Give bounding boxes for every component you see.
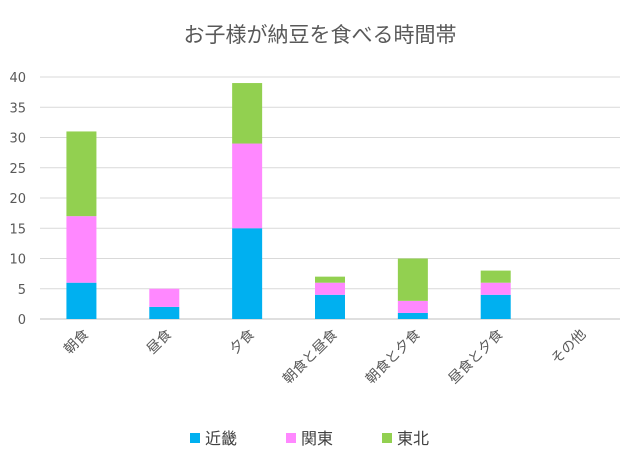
bar-segment [315, 276, 345, 283]
bar-segment [66, 216, 97, 283]
bar-segment [397, 300, 428, 313]
bar-segment [66, 131, 97, 217]
y-tick-label: 0 [18, 313, 26, 328]
bar-segment [315, 282, 345, 295]
legend-swatch [286, 433, 296, 443]
x-tick-label: 朝食と昼食 [279, 326, 341, 388]
legend-swatch [382, 433, 392, 443]
y-tick-label: 10 [9, 253, 26, 268]
bar-segment [232, 83, 263, 144]
bar-segment [315, 294, 345, 319]
y-tick-label: 25 [9, 162, 26, 177]
bar-segment [397, 258, 428, 301]
bar-segment [149, 306, 180, 319]
x-tick-label: その他 [548, 327, 589, 368]
y-tick-label: 5 [18, 283, 26, 298]
bar-segment [66, 282, 97, 319]
y-axis: 0 5 10 15 20 25 30 35 40 [9, 71, 26, 328]
gridlines [40, 76, 620, 320]
bar-segment [149, 288, 180, 307]
bar-segment [480, 294, 511, 319]
legend-label: 関東 [301, 429, 333, 448]
bar-segment [397, 312, 428, 319]
bar-segment [232, 143, 263, 229]
y-tick-label: 15 [9, 222, 26, 237]
y-tick-label: 20 [9, 192, 26, 207]
legend: 近畿 関東 東北 [190, 429, 429, 448]
legend-swatch [190, 433, 200, 443]
bars [66, 83, 511, 319]
x-tick-label: 朝食と夕食 [362, 326, 424, 388]
bar-segment [232, 228, 263, 319]
x-tick-label: 昼食と夕食 [445, 326, 507, 388]
legend-label: 東北 [397, 429, 429, 448]
chart-title: お子様が納豆を食べる時間帯 [184, 23, 457, 47]
x-tick-label: 朝食 [60, 326, 92, 358]
x-axis: 朝食 昼食 夕食 朝食と昼食 朝食と夕食 昼食と夕食 その他 [60, 326, 589, 388]
y-tick-label: 40 [9, 71, 26, 86]
bar-segment [480, 282, 511, 295]
x-tick-label: 昼食 [143, 326, 175, 358]
y-tick-label: 30 [9, 132, 26, 147]
legend-label: 近畿 [205, 429, 237, 448]
x-tick-label: 夕食 [226, 326, 258, 358]
bar-segment [480, 270, 511, 283]
y-tick-label: 35 [9, 101, 26, 116]
